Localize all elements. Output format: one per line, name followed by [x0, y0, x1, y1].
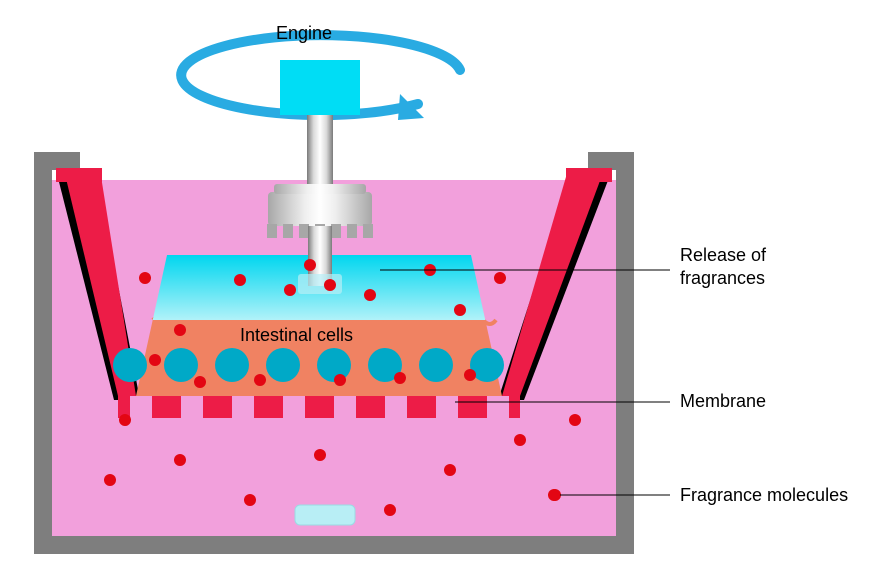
fragrance-dot [454, 304, 466, 316]
fragrance-dot [139, 272, 151, 284]
cell-circle [266, 348, 300, 382]
fragrance-dot [284, 284, 296, 296]
cell-circle [317, 348, 351, 382]
fragrance-dot [444, 464, 456, 476]
fragrance-dot [119, 414, 131, 426]
cell-circle [164, 348, 198, 382]
fragrance-dot [254, 374, 266, 386]
fragrance-dot [149, 354, 161, 366]
fragrance-dot [304, 259, 316, 271]
fragrance-dot [174, 454, 186, 466]
cell-circle [419, 348, 453, 382]
fragrance-dot [394, 372, 406, 384]
fragrance-dot [314, 449, 326, 461]
cell-circle [113, 348, 147, 382]
fragrance-dot [324, 279, 336, 291]
cell-circle [215, 348, 249, 382]
release-label: Release of fragrances [680, 244, 766, 291]
fragrance-dot [174, 324, 186, 336]
fragrance-dot [234, 274, 246, 286]
fragrance-dot [244, 494, 256, 506]
fragrance-molecules-label: Fragrance molecules [680, 484, 848, 507]
fragrance-dot [464, 369, 476, 381]
impeller [268, 192, 372, 226]
fragrance-dot [334, 374, 346, 386]
fragrance-dot [569, 414, 581, 426]
membrane [118, 396, 520, 418]
membrane-label: Membrane [680, 390, 766, 413]
fragrance-dot [384, 504, 396, 516]
engine-block [280, 60, 360, 115]
fragrance-dot [104, 474, 116, 486]
fragrance-dot [364, 289, 376, 301]
engine-label: Engine [276, 22, 332, 45]
intestinal-cells-label: Intestinal cells [240, 324, 353, 347]
fragrance-dot [514, 434, 526, 446]
fragrance-dot [494, 272, 506, 284]
fragrance-dot [194, 376, 206, 388]
shaft [307, 115, 333, 185]
stir-bar [295, 505, 355, 525]
